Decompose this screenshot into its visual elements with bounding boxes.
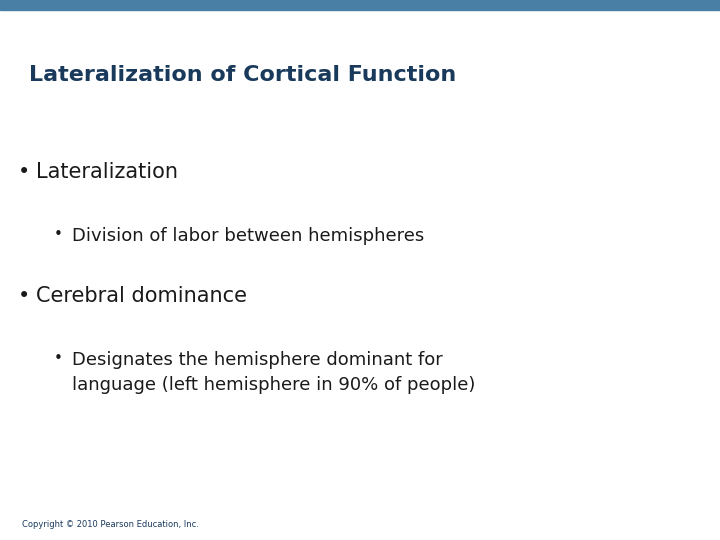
Text: •: • [54,351,63,366]
Text: Cerebral dominance: Cerebral dominance [36,286,247,306]
Text: Designates the hemisphere dominant for
language (left hemisphere in 90% of peopl: Designates the hemisphere dominant for l… [72,351,475,394]
Text: •: • [18,162,30,182]
Text: Copyright © 2010 Pearson Education, Inc.: Copyright © 2010 Pearson Education, Inc. [22,520,199,529]
Text: •: • [54,227,63,242]
Text: Division of labor between hemispheres: Division of labor between hemispheres [72,227,424,245]
Text: Lateralization of Cortical Function: Lateralization of Cortical Function [29,65,456,85]
Text: •: • [18,286,30,306]
Text: Lateralization: Lateralization [36,162,178,182]
Bar [0,0,720,10]
